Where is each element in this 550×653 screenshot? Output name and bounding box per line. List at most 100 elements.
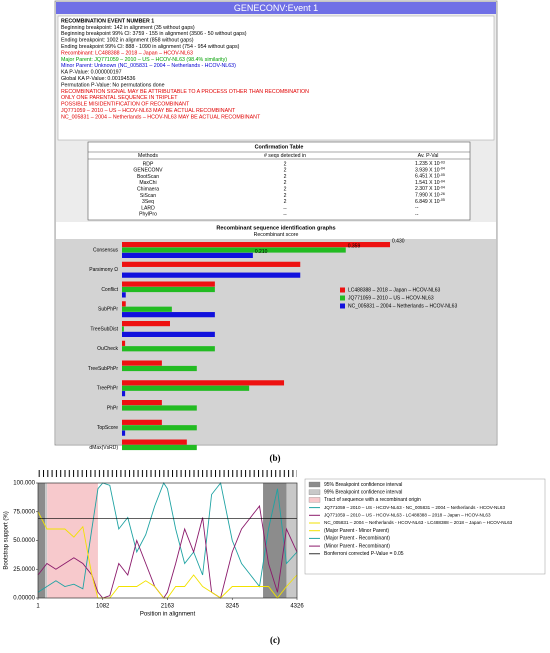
category-label: TopScore: [97, 425, 118, 431]
table-cell: 2: [284, 168, 287, 174]
legend-swatch: [340, 287, 345, 293]
legend-label: (Minor Parent - Recombinant): [324, 543, 390, 549]
bar: [122, 331, 215, 337]
info-line: Recombinant: LC488388 – 2018 – Japan – H…: [61, 50, 193, 56]
table-header: # seqs detected in: [264, 153, 306, 159]
legend-label: JQ771059 – 2010 – US – HCOV-NL63: [348, 295, 434, 301]
y-tick-label: 25.0000: [13, 567, 35, 573]
x-tick-label: 4326: [290, 604, 304, 610]
category-label: TreeSubDist: [90, 326, 118, 332]
bar: [122, 419, 162, 425]
value-label: 0.359: [348, 244, 361, 250]
bar: [122, 306, 172, 312]
table-cell: --: [283, 205, 287, 211]
category-label: Conflict: [101, 287, 118, 293]
table-cell: --: [283, 212, 287, 218]
category-label: OuCheck: [97, 346, 118, 352]
p-exponent: -26: [440, 192, 445, 196]
info-line: RECOMBINATION SIGNAL MAY BE ATTRIBUTABLE…: [61, 89, 309, 95]
bar: [122, 365, 197, 372]
p-value: 6.849 X 10: [415, 199, 440, 205]
table-cell: 1.541 X 10-04: [415, 179, 445, 186]
table-header: Methods: [138, 153, 158, 159]
legend-label: (Major Parent - Recombinant): [324, 536, 390, 542]
bar: [122, 430, 126, 436]
x-axis-label: Position in alignment: [140, 612, 196, 618]
value-label: 0.430: [392, 238, 405, 244]
p-value: 1.235 X 10: [415, 161, 440, 167]
x-tick-label: 2163: [161, 604, 175, 610]
info-line: ONLY ONE PARENTAL SEQUENCE IN TRIPLET: [61, 95, 178, 101]
info-line: JQ771059 – 2010 – US – HCOV-NL63 MAY BE …: [61, 108, 236, 114]
info-line: KA P-Value: 0.000000197: [61, 70, 122, 76]
y-axis-label: Bootstrap support (%): [4, 511, 10, 569]
informative-sites: [38, 470, 297, 477]
bar: [122, 286, 215, 293]
bar: [122, 261, 301, 267]
p-value: 1.541 X 10: [415, 180, 440, 186]
category-label: dMax(VsRD): [89, 445, 118, 451]
table-cell: BootScan: [137, 174, 159, 180]
bar: [122, 281, 215, 287]
info-line: Ending breakpoint 99% CI: 888 - 1090 in …: [61, 44, 240, 50]
table-title: Confirmation Table: [255, 144, 304, 150]
bar: [122, 444, 197, 451]
info-line: Beginning breakpoint: 142 in alignment (…: [61, 25, 195, 31]
bar: [122, 405, 197, 411]
legend-label: Tract of sequence with a recombinant ori…: [324, 497, 421, 503]
table-cell: 2: [284, 193, 287, 199]
x-tick-label: 1: [36, 604, 40, 610]
table-cell: 1.235 X 10-03: [415, 160, 445, 167]
bar: [122, 312, 215, 318]
table-cell: 2: [284, 161, 287, 167]
table-cell: 2: [284, 174, 287, 180]
legend-swatch: [308, 489, 321, 495]
info-line: Global KA P-Value: 0.00194536: [61, 76, 135, 82]
table-cell: 2.307 X 10-04: [415, 186, 445, 193]
value-label: 0.210: [255, 249, 268, 255]
table-cell: --: [415, 212, 419, 218]
table-cell: 6.849 X 10-05: [415, 198, 445, 205]
bar: [122, 380, 285, 386]
panel-label: (b): [270, 453, 281, 463]
bar: [122, 292, 126, 298]
legend-label: Bonferroni corrected P-Value = 0.05: [324, 551, 404, 557]
info-line: Permutation P-Value: No permutations don…: [61, 82, 165, 88]
p-exponent: -03: [440, 160, 445, 164]
table-cell: SiScan: [140, 193, 156, 199]
info-line: Major Parent: JQ771059 – 2010 – US – HCO…: [61, 57, 227, 63]
legend-swatch: [340, 295, 345, 301]
bar: [122, 425, 197, 431]
category-label: TreePhPr: [97, 386, 119, 392]
p-value: --: [415, 212, 419, 218]
p-exponent: -04: [440, 167, 445, 171]
category-label: PhPr: [107, 405, 118, 411]
bar: [122, 301, 126, 307]
bar: [122, 385, 250, 391]
y-tick-label: 75.0000: [13, 509, 35, 515]
bar: [122, 272, 301, 278]
table-cell: PhylPro: [139, 212, 157, 218]
table-cell: 6.451 X 10-05: [415, 173, 445, 180]
x-tick-label: 3245: [226, 604, 240, 610]
category-label: Consensus: [93, 247, 119, 253]
legend-swatch: [340, 303, 345, 309]
category-label: Parsimony Ω: [89, 267, 118, 273]
p-value: 7.990 X 10: [415, 193, 440, 199]
bar: [122, 340, 126, 346]
p-value: 6.451 X 10: [415, 174, 440, 180]
table-cell: 3Seq: [142, 199, 154, 205]
p-value: 3.939 X 10: [415, 168, 440, 174]
y-tick-label: 100.000: [13, 481, 35, 487]
region: [47, 483, 98, 598]
bar: [122, 252, 253, 258]
bar: [122, 391, 126, 397]
info-line: NC_005831 – 2004 – Netherlands – HCOV-NL…: [61, 114, 261, 120]
region: [45, 483, 48, 598]
y-tick-label: 50.0000: [13, 538, 35, 544]
p-value: 2.307 X 10: [415, 187, 440, 193]
chart-title: Recombinant sequence identification grap…: [216, 225, 335, 231]
table-cell: 2: [284, 187, 287, 193]
x-tick-label: 1082: [96, 604, 110, 610]
region: [38, 483, 46, 598]
